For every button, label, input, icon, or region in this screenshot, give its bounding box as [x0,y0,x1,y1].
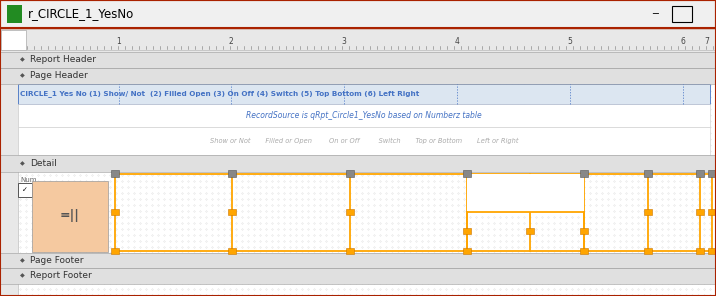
Text: =||: =|| [60,210,80,223]
Bar [112,209,119,215]
Bar [697,248,704,254]
Bar [467,174,584,212]
Bar [228,248,236,254]
Text: ◆: ◆ [19,258,24,263]
Bar [0,0,716,28]
Text: 1: 1 [117,36,122,46]
Bar [581,228,588,234]
Bar [708,248,715,254]
Bar [0,52,18,296]
Bar [112,248,119,254]
Text: Num: Num [20,177,37,183]
Text: ✓: ✓ [22,187,28,193]
Bar [18,104,710,127]
Bar [7,5,22,23]
Bar [0,155,716,172]
Bar [0,0,716,28]
Bar [347,248,354,254]
Text: 2: 2 [228,36,233,46]
Bar [347,209,354,215]
Text: 4: 4 [455,36,460,46]
Bar [18,84,710,104]
Text: 7: 7 [705,36,710,46]
Text: 3: 3 [342,36,347,46]
Text: 5: 5 [568,36,572,46]
Bar [346,170,354,177]
Text: ◆: ◆ [19,161,24,166]
Bar [111,170,120,177]
Bar [463,248,470,254]
Text: Show or Not       Filled or Open        On or Off         Switch       Top or Bo: Show or Not Filled or Open On or Off Swi… [210,138,518,144]
Text: CIRCLE_1 Yes No (1) Show/ Not  (2) Filled Open (3) On Off (4) Switch (5) Top Bot: CIRCLE_1 Yes No (1) Show/ Not (2) Filled… [20,91,420,97]
Bar [18,183,32,197]
Text: RecordSource is qRpt_Circle1_YesNo based on Numberz table: RecordSource is qRpt_Circle1_YesNo based… [246,111,482,120]
Bar [228,209,236,215]
Text: Page Header: Page Header [30,72,88,81]
Bar [0,52,716,296]
Bar [672,6,692,22]
Text: Detail: Detail [30,159,57,168]
Bar [463,170,471,177]
Text: ◆: ◆ [19,274,24,279]
Bar [463,228,470,234]
Text: ─: ─ [652,9,658,19]
Text: ◆: ◆ [19,73,24,78]
Bar [0,253,716,268]
Bar [697,209,704,215]
Text: Report Footer: Report Footer [30,271,92,281]
Bar [0,68,716,84]
Text: Page Footer: Page Footer [30,256,84,265]
Bar [1,30,26,50]
Text: r_CIRCLE_1_YesNo: r_CIRCLE_1_YesNo [28,7,135,20]
Bar [0,52,716,68]
Bar [32,181,108,252]
Bar [644,170,652,177]
Text: ◆: ◆ [19,57,24,62]
Bar [228,170,236,177]
Bar [644,209,652,215]
Bar [526,228,533,234]
Bar [708,209,715,215]
Text: Report Header: Report Header [30,56,96,65]
Bar [581,248,588,254]
Text: 6: 6 [681,36,685,46]
Bar [707,170,716,177]
Bar [0,268,716,284]
Bar [18,127,710,155]
Bar [0,28,716,52]
Bar [580,170,589,177]
Bar [644,248,652,254]
Bar [696,170,705,177]
